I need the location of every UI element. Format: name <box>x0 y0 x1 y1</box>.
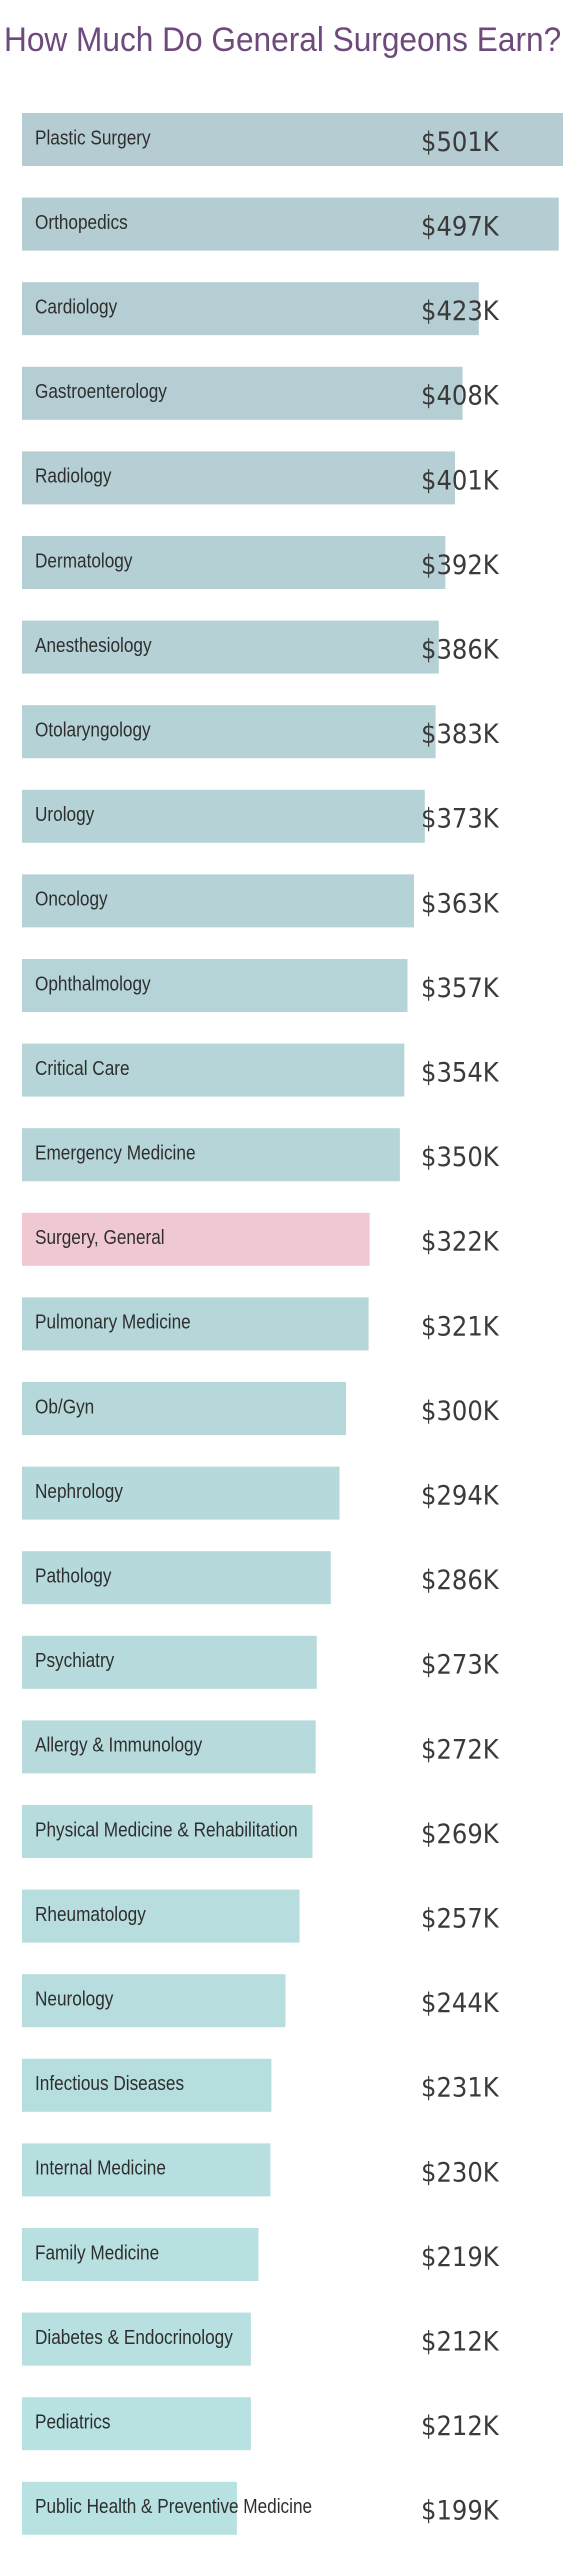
value-label: $244K <box>421 1988 500 2020</box>
category-label: Ob/Gyn <box>35 1395 94 1418</box>
value-label: $383K <box>421 719 500 751</box>
bar <box>22 1805 313 1858</box>
category-label: Cardiology <box>35 295 118 318</box>
category-label: Infectious Diseases <box>35 2072 184 2095</box>
bar <box>22 789 425 843</box>
value-label: $286K <box>421 1565 500 1597</box>
category-label: Physical Medicine & Rehabilitation <box>35 1818 298 1841</box>
category-label: Psychiatry <box>35 1649 115 1672</box>
bar <box>22 2312 251 2366</box>
value-label: $497K <box>421 211 500 243</box>
value-label: $269K <box>421 1819 500 1851</box>
value-label: $401K <box>421 465 500 497</box>
category-label: Allergy & Immunology <box>35 1733 203 1756</box>
value-label: $408K <box>421 381 500 413</box>
category-label: Orthopedics <box>35 211 128 234</box>
category-label: Radiology <box>35 464 112 487</box>
category-label: Nephrology <box>35 1480 124 1503</box>
bar <box>22 1974 286 2028</box>
bar <box>22 1635 317 1689</box>
category-label: Dermatology <box>35 549 133 572</box>
bar <box>22 620 439 674</box>
value-label: $321K <box>421 1311 500 1343</box>
bar <box>22 197 559 251</box>
bar <box>22 1889 300 1943</box>
bar <box>22 1128 400 1182</box>
value-label: $423K <box>421 296 500 328</box>
bar <box>22 1382 346 1435</box>
bar <box>22 2058 272 2112</box>
value-label: $272K <box>421 1734 500 1766</box>
bar <box>22 2481 237 2535</box>
bar <box>22 2397 251 2451</box>
value-label: $212K <box>421 2326 500 2358</box>
bar <box>22 1720 316 1774</box>
bar <box>22 1043 405 1097</box>
bar <box>22 2143 271 2197</box>
value-label: $199K <box>421 2496 500 2528</box>
category-label: Pulmonary Medicine <box>35 1310 191 1333</box>
value-label: $231K <box>421 2073 500 2105</box>
value-label: $257K <box>421 1903 500 1935</box>
category-label: Oncology <box>35 887 108 910</box>
category-label: Emergency Medicine <box>35 1141 196 1164</box>
category-label: Pathology <box>35 1564 112 1587</box>
bar <box>22 282 479 336</box>
value-label: $386K <box>421 634 500 666</box>
category-label: Ophthalmology <box>35 972 151 995</box>
value-label: $322K <box>421 1227 500 1259</box>
value-label: $373K <box>421 804 500 836</box>
category-label: Family Medicine <box>35 2241 159 2264</box>
category-label: Critical Care <box>35 1057 130 1080</box>
value-label: $354K <box>421 1057 500 1089</box>
bar <box>22 959 408 1012</box>
category-label: Anesthesiology <box>35 634 152 657</box>
value-label: $392K <box>421 550 500 582</box>
category-label: Internal Medicine <box>35 2156 166 2179</box>
category-label: Public Health & Preventive Medicine <box>35 2495 312 2518</box>
value-label: $273K <box>421 1650 500 1682</box>
bar <box>22 1551 331 1605</box>
bar <box>22 1466 340 1520</box>
category-label: Pediatrics <box>35 2410 110 2433</box>
value-label: $212K <box>421 2411 500 2443</box>
chart-title: How Much Do General Surgeons Earn? <box>4 21 562 59</box>
category-label: Neurology <box>35 1987 114 2010</box>
category-label: Surgery, General <box>35 1226 165 1249</box>
category-label: Plastic Surgery <box>35 126 151 149</box>
bar <box>22 874 414 928</box>
value-label: $219K <box>421 2242 500 2274</box>
category-label: Rheumatology <box>35 1903 146 1926</box>
value-label: $230K <box>421 2157 500 2189</box>
bar <box>22 1297 369 1351</box>
category-label: Diabetes & Endocrinology <box>35 2326 233 2349</box>
bar-highlighted <box>22 1212 370 1266</box>
bar <box>22 366 463 420</box>
bar <box>22 113 563 166</box>
bar <box>22 536 446 589</box>
category-label: Gastroenterology <box>35 380 167 403</box>
value-label: $357K <box>421 973 500 1005</box>
value-label: $294K <box>421 1480 500 1512</box>
value-label: $300K <box>421 1396 500 1428</box>
bar <box>22 705 436 759</box>
category-label: Otolaryngology <box>35 718 151 741</box>
value-label: $501K <box>421 127 500 159</box>
category-label: Urology <box>35 803 95 826</box>
bar <box>22 451 455 505</box>
value-label: $363K <box>421 888 500 920</box>
value-label: $350K <box>421 1142 500 1174</box>
bar <box>22 2228 259 2281</box>
